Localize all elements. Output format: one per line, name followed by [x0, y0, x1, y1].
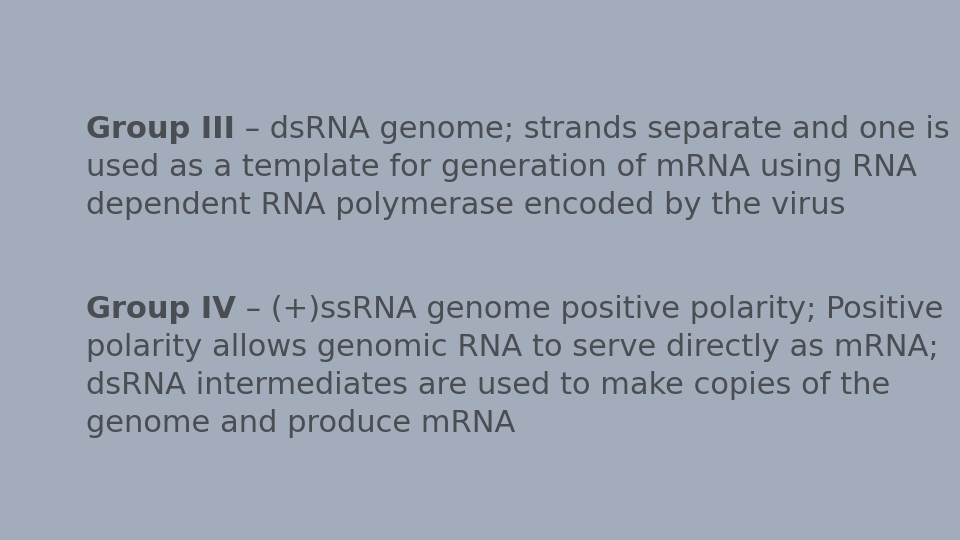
Text: dependent RNA polymerase encoded by the virus: dependent RNA polymerase encoded by the …	[86, 191, 846, 220]
Text: – dsRNA genome; strands separate and one is: – dsRNA genome; strands separate and one…	[235, 115, 950, 144]
Text: genome and produce mRNA: genome and produce mRNA	[86, 409, 516, 438]
Text: Group IV: Group IV	[86, 295, 236, 324]
Text: Group III: Group III	[86, 115, 235, 144]
Text: used as a template for generation of mRNA using RNA: used as a template for generation of mRN…	[86, 153, 917, 182]
Text: polarity allows genomic RNA to serve directly as mRNA;: polarity allows genomic RNA to serve dir…	[86, 333, 939, 362]
Text: – (+)ssRNA genome positive polarity; Positive: – (+)ssRNA genome positive polarity; Pos…	[236, 295, 944, 324]
Text: dsRNA intermediates are used to make copies of the: dsRNA intermediates are used to make cop…	[86, 371, 891, 400]
